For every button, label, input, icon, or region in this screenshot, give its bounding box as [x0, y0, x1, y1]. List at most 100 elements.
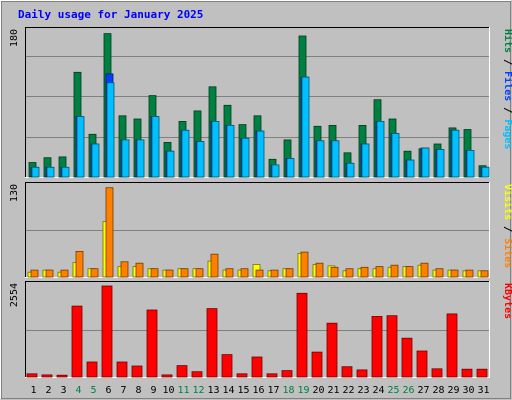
bar-kbytes-day-12	[191, 371, 203, 378]
bar-sites-day-3	[60, 269, 69, 278]
x-tick-label: 19	[297, 385, 309, 396]
x-tick-label: 31	[477, 385, 489, 396]
x-tick-label: 21	[327, 385, 339, 396]
x-tick-label: 17	[267, 385, 279, 396]
bar-sites-day-9	[150, 268, 159, 278]
bar-kbytes-day-6	[101, 285, 113, 378]
y-axis-max-label: 130	[9, 184, 20, 202]
x-tick-label: 6	[105, 385, 111, 396]
series-legend: KBytes	[502, 283, 512, 319]
bar-pages-day-15	[241, 137, 250, 178]
bar-sites-day-29	[450, 269, 459, 278]
bar-sites-day-12	[195, 268, 204, 278]
panel-hits-files-pages: 180 Hits / Files / Pages	[9, 27, 512, 178]
bar-sites-day-18	[285, 268, 294, 278]
bar-sites-day-22	[345, 268, 354, 278]
bar-pages-day-28	[436, 149, 445, 178]
bar-kbytes-day-3	[56, 374, 68, 378]
bar-kbytes-day-28	[431, 368, 443, 378]
bar-pages-day-3	[61, 166, 70, 178]
bar-kbytes-day-24	[371, 315, 383, 378]
bar-kbytes-day-16	[251, 356, 263, 378]
bar-pages-day-22	[346, 162, 355, 178]
bar-sites-day-26	[405, 266, 414, 278]
bar-sites-day-20	[315, 262, 324, 278]
bar-sites-day-23	[360, 266, 369, 278]
x-tick-label: 23	[357, 385, 369, 396]
bar-sites-day-1	[30, 269, 39, 278]
bar-pages-day-24	[376, 121, 385, 178]
x-tick-label: 8	[135, 385, 141, 396]
x-tick-label: 29	[447, 385, 459, 396]
bar-pages-day-29	[451, 129, 460, 178]
bars-visits-sites	[27, 187, 489, 278]
bar-sites-day-8	[135, 262, 144, 278]
y-axis-max-label: 180	[9, 29, 20, 47]
x-tick-label: 10	[162, 385, 174, 396]
bar-pages-day-11	[181, 129, 190, 178]
bar-sites-day-5	[90, 268, 99, 278]
series-legend: Hits / Files / Pages	[502, 29, 512, 149]
bar-pages-day-13	[211, 121, 220, 178]
bar-pages-day-23	[361, 143, 370, 178]
bar-sites-day-30	[465, 269, 474, 278]
bars-kbytes	[26, 285, 488, 378]
bar-sites-day-2	[45, 269, 54, 278]
bar-kbytes-day-18	[281, 370, 293, 378]
bar-kbytes-day-27	[416, 350, 428, 378]
bar-sites-day-24	[375, 266, 384, 278]
bar-kbytes-day-13	[206, 308, 218, 378]
bar-pages-day-25	[391, 133, 400, 178]
x-tick-label: 11	[177, 385, 189, 396]
bar-kbytes-day-10	[161, 374, 173, 378]
x-axis-labels: 1 2 3 4 5 6 7 8 9 10 11 12 13 14 15 16 17 18 19 20 21 22 23 24 2…	[30, 385, 489, 396]
bars-hits-files-pages	[28, 33, 490, 178]
bar-sites-day-25	[390, 264, 399, 278]
bar-kbytes-day-2	[41, 374, 53, 378]
x-tick-label: 24	[372, 385, 384, 396]
bar-pages-day-7	[121, 139, 130, 178]
bar-kbytes-day-7	[116, 361, 128, 378]
bar-kbytes-day-1	[26, 373, 38, 378]
legend-entry: /	[502, 53, 512, 71]
x-tick-label: 27	[417, 385, 429, 396]
x-tick-label: 15	[237, 385, 249, 396]
bar-kbytes-day-29	[446, 313, 458, 378]
x-tick-label: 9	[150, 385, 156, 396]
x-tick-label: 4	[75, 385, 81, 396]
legend-entry: /	[502, 101, 512, 119]
bar-pages-day-5	[91, 143, 100, 178]
bar-kbytes-day-15	[236, 373, 248, 378]
x-tick-label: 30	[462, 385, 474, 396]
bar-sites-day-28	[435, 268, 444, 278]
chart-title: Daily usage for January 2025	[18, 8, 203, 21]
bar-pages-day-1	[31, 166, 40, 178]
bar-pages-day-2	[46, 166, 55, 178]
legend-entry: /	[502, 220, 512, 238]
panel-kbytes: 2554 KBytes	[9, 281, 512, 378]
bar-sites-day-17	[270, 269, 279, 278]
bar-pages-day-6	[106, 82, 115, 178]
x-tick-label: 12	[192, 385, 204, 396]
bar-pages-day-26	[406, 159, 415, 178]
bar-sites-day-6	[105, 187, 114, 278]
bar-pages-day-19	[301, 76, 310, 178]
series-legend: Visits / Sites	[502, 184, 512, 268]
x-tick-label: 14	[222, 385, 234, 396]
legend-entry: Hits	[502, 29, 512, 53]
bar-pages-day-4	[76, 116, 85, 178]
bar-sites-day-13	[210, 253, 219, 278]
bar-sites-day-7	[120, 261, 129, 278]
panel-visits-sites: 130 Visits / Sites	[9, 182, 512, 278]
bar-sites-day-4	[75, 250, 84, 278]
bar-sites-day-16	[255, 269, 264, 278]
bar-pages-day-12	[196, 141, 205, 178]
legend-entry: KBytes	[502, 283, 512, 319]
x-tick-label: 13	[207, 385, 219, 396]
x-tick-label: 18	[282, 385, 294, 396]
bar-pages-day-8	[136, 139, 145, 178]
bar-kbytes-day-8	[131, 365, 143, 378]
x-tick-label: 16	[252, 385, 264, 396]
